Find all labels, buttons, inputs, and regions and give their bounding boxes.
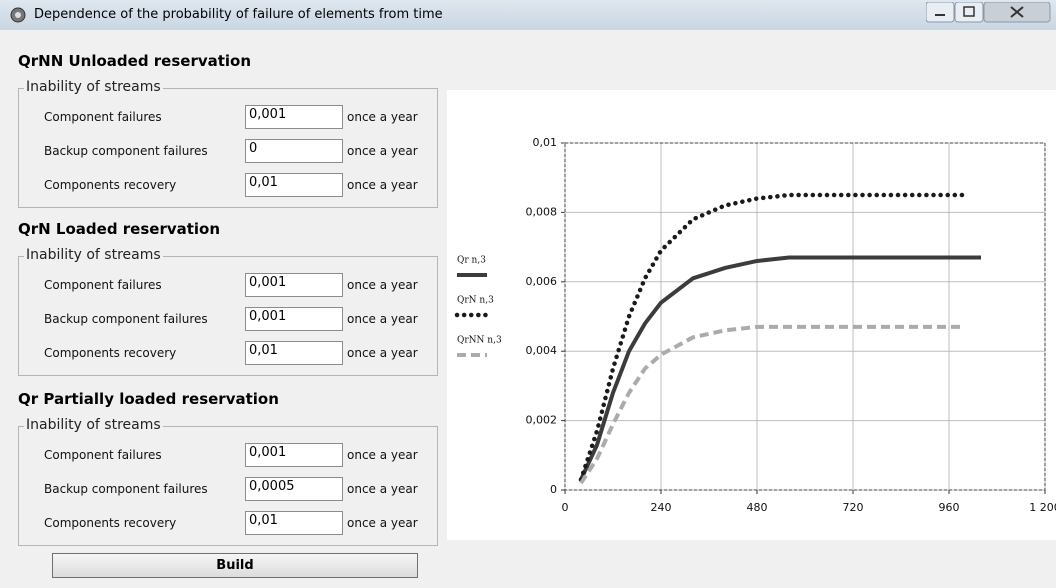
y-tick-label: 0,006 xyxy=(526,275,558,288)
text-input[interactable]: 0 xyxy=(245,139,343,163)
group-label: Inability of streams xyxy=(24,417,163,433)
chart: 0 0,002 0,004 0,006 0,008 0,01 0 240 480 720 960 1 … xyxy=(447,90,1056,540)
text-input[interactable]: 0,001 xyxy=(245,273,343,297)
unit-label: once a year xyxy=(347,178,418,192)
text-input[interactable]: 0,001 xyxy=(245,307,343,331)
y-tick-label: 0,008 xyxy=(526,205,558,218)
minimize-button[interactable] xyxy=(926,2,954,22)
unit-label: once a year xyxy=(347,278,418,292)
y-tick-label: 0,004 xyxy=(526,344,558,357)
field-label: Components recovery xyxy=(44,346,176,360)
field-label: Component failures xyxy=(44,110,162,124)
window: Dependence of the probability of failure… xyxy=(0,0,1056,588)
field-label: Components recovery xyxy=(44,516,176,530)
unit-label: once a year xyxy=(347,448,418,462)
section-title: QrNN Unloaded reservation xyxy=(18,52,251,70)
legend-label: QrN n,3 xyxy=(457,296,494,306)
unit-label: once a year xyxy=(347,110,418,124)
maximize-button[interactable] xyxy=(955,2,983,22)
series-line xyxy=(581,327,965,483)
field-label: Component failures xyxy=(44,448,162,462)
window-title: Dependence of the probability of failure… xyxy=(34,7,443,22)
build-button[interactable]: Build xyxy=(52,553,418,578)
text-input[interactable]: 0,01 xyxy=(245,511,343,535)
group-label: Inability of streams xyxy=(24,79,163,95)
legend-label: QrNN n,3 xyxy=(457,336,502,346)
section-title: QrN Loaded reservation xyxy=(18,220,220,238)
y-tick-label: 0,002 xyxy=(526,414,558,427)
field-label: Components recovery xyxy=(44,178,176,192)
field-label: Backup component failures xyxy=(44,482,208,496)
x-tick-label: 720 xyxy=(843,501,864,514)
unit-label: once a year xyxy=(347,482,418,496)
y-tick-label: 0 xyxy=(550,483,557,496)
text-input[interactable]: 0,001 xyxy=(245,443,343,467)
x-tick-label: 0 xyxy=(562,501,569,514)
field-label: Component failures xyxy=(44,278,162,292)
x-tick-label: 960 xyxy=(939,501,960,514)
text-input[interactable]: 0,01 xyxy=(245,341,343,365)
app-icon xyxy=(10,7,26,23)
section-title: Qr Partially loaded reservation xyxy=(18,390,279,408)
title-bar: Dependence of the probability of failure… xyxy=(0,0,1056,30)
window-controls xyxy=(926,2,1052,24)
x-tick-label: 1 200 xyxy=(1029,501,1056,514)
unit-label: once a year xyxy=(347,516,418,530)
x-tick-label: 240 xyxy=(651,501,672,514)
unit-label: once a year xyxy=(347,346,418,360)
field-label: Backup component failures xyxy=(44,144,208,158)
field-label: Backup component failures xyxy=(44,312,208,326)
unit-label: once a year xyxy=(347,312,418,326)
x-tick-label: 480 xyxy=(747,501,768,514)
text-input[interactable]: 0,001 xyxy=(245,105,343,129)
legend-label: Qr n,3 xyxy=(457,256,486,266)
unit-label: once a year xyxy=(347,144,418,158)
text-input[interactable]: 0,0005 xyxy=(245,477,343,501)
group-label: Inability of streams xyxy=(24,247,163,263)
text-input[interactable]: 0,01 xyxy=(245,173,343,197)
y-tick-label: 0,01 xyxy=(533,136,558,149)
